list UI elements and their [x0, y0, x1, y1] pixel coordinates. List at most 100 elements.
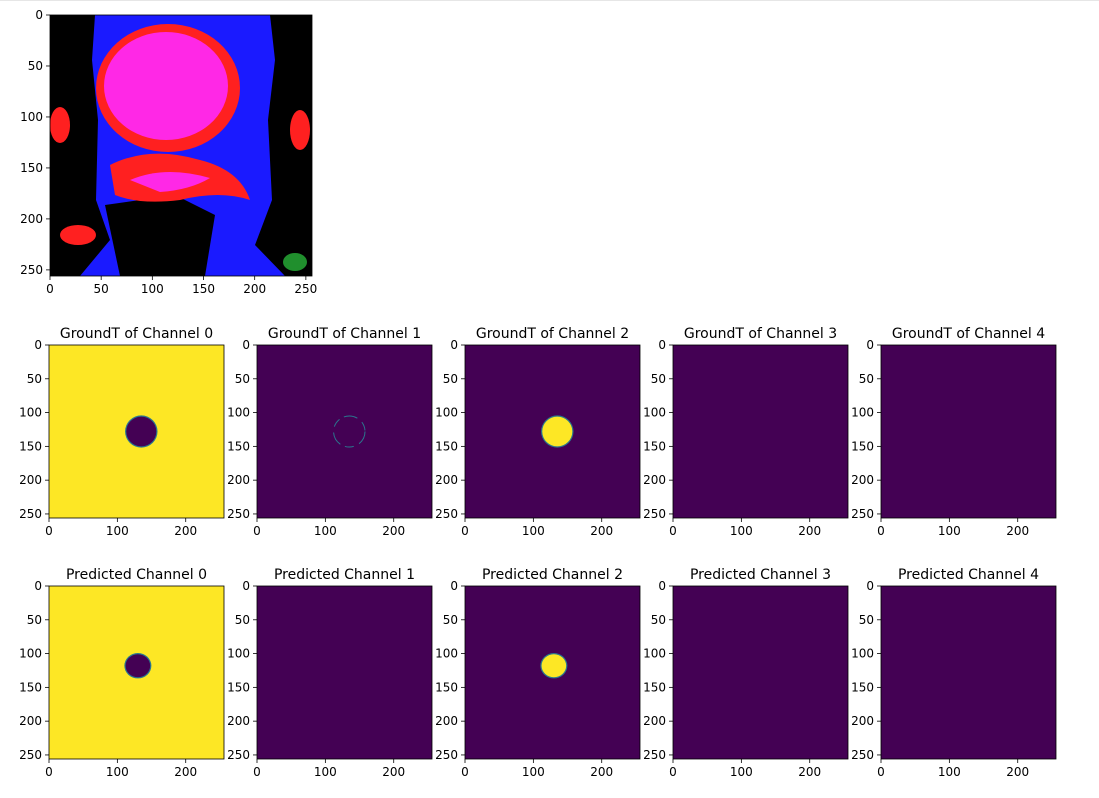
- segmentation-blob: [541, 654, 567, 678]
- y-tick-label: 200: [643, 714, 666, 728]
- y-tick-label: 0: [658, 579, 666, 593]
- panel-predicted-channel-2: 0 100 200 0 50 100 150 200 250 Predicted Channel …: [435, 567, 641, 779]
- scan-pixels: [50, 15, 312, 276]
- x-tick-label: 0: [45, 765, 53, 779]
- panel-predicted-channel-1: 0 100 200 0 50 100 150 200 250 Predicted Channel …: [227, 567, 433, 779]
- scan-left-dark: [50, 15, 110, 276]
- heatmap-background: [673, 345, 848, 518]
- x-tick-label: 200: [798, 524, 821, 538]
- scan-red-spot-right: [290, 110, 310, 150]
- scan-magenta-core: [104, 32, 228, 140]
- heatmap-pixels: [673, 345, 848, 518]
- y-tick-label: 200: [435, 473, 458, 487]
- x-tick-label: 0: [877, 524, 885, 538]
- heatmap-pixels: [49, 586, 224, 759]
- heatmap-background: [257, 586, 432, 759]
- y-tick-label: 250: [435, 507, 458, 521]
- heatmap-background: [881, 345, 1056, 518]
- heatmap-background: [673, 586, 848, 759]
- panel-title: Predicted Channel 2: [482, 567, 623, 583]
- x-tick-label: 100: [106, 765, 129, 779]
- panel-predicted-channel-3: 0 100 200 0 50 100 150 200 250 Predicted Channel …: [643, 567, 849, 779]
- y-tick-label: 100: [851, 647, 874, 661]
- y-tick-label: 150: [643, 439, 666, 453]
- y-tick-label: 0: [450, 338, 458, 352]
- panel-title: GroundT of Channel 0: [60, 326, 213, 342]
- heatmap-pixels: [257, 586, 432, 759]
- x-tick-label: 200: [1006, 765, 1029, 779]
- y-tick-label: 0: [35, 8, 43, 22]
- axes-frame: [464, 344, 641, 519]
- scan-green-spot: [283, 253, 307, 271]
- y-tick-label: 50: [859, 613, 874, 627]
- y-tick-label: 50: [651, 372, 666, 386]
- panel-title: Predicted Channel 4: [898, 567, 1039, 583]
- scan-red-spot-lower-left: [60, 225, 96, 245]
- y-tick-label: 250: [19, 507, 42, 521]
- y-tick-label: 200: [20, 212, 43, 226]
- y-tick-label: 50: [443, 613, 458, 627]
- y-tick-label: 0: [866, 338, 874, 352]
- panel-groundtruth-channel-4: 0 100 200 0 50 100 150 200 250 GroundT of Channel…: [851, 326, 1057, 538]
- x-tick-label: 200: [174, 765, 197, 779]
- x-tick-label: 200: [382, 765, 405, 779]
- x-tick-label: 0: [46, 282, 54, 296]
- x-tick-label: 100: [730, 765, 753, 779]
- y-tick-label: 200: [19, 714, 42, 728]
- y-tick-label: 50: [27, 372, 42, 386]
- scan-magenta-tissue: [130, 171, 210, 192]
- x-tick-label: 250: [294, 282, 317, 296]
- y-tick-label: 150: [435, 439, 458, 453]
- x-tick-label: 100: [522, 524, 545, 538]
- x-tick-label: 0: [669, 524, 677, 538]
- axes-frame: [49, 14, 313, 277]
- panel-groundtruth-channel-0: 0 100 200 0 50 100 150 200 250 GroundT of Channel…: [19, 326, 225, 538]
- y-tick-label: 50: [651, 613, 666, 627]
- y-tick-label: 150: [227, 680, 250, 694]
- heatmap-pixels: [49, 345, 224, 518]
- y-tick-label: 50: [28, 59, 43, 73]
- segmentation-blob: [125, 654, 151, 678]
- y-tick-label: 150: [851, 439, 874, 453]
- y-tick-label: 150: [20, 161, 43, 175]
- scan-right-dark: [255, 15, 312, 276]
- x-tick-label: 150: [192, 282, 215, 296]
- x-tick-label: 200: [798, 765, 821, 779]
- y-tick-label: 150: [19, 680, 42, 694]
- y-tick-label: 50: [443, 372, 458, 386]
- y-tick-label: 150: [851, 680, 874, 694]
- axes-frame: [48, 344, 225, 519]
- x-tick-label: 100: [314, 765, 337, 779]
- y-tick-label: 100: [851, 406, 874, 420]
- y-tick-label: 100: [19, 406, 42, 420]
- y-tick-label: 50: [27, 613, 42, 627]
- axes-frame: [48, 585, 225, 760]
- panel-groundtruth-channel-2: 0 100 200 0 50 100 150 200 250 GroundT of Channel…: [435, 326, 641, 538]
- y-tick-label: 0: [34, 579, 42, 593]
- y-tick-label: 250: [19, 748, 42, 762]
- axes-frame: [256, 344, 433, 519]
- x-tick-label: 0: [877, 765, 885, 779]
- heatmap-pixels: [465, 345, 640, 518]
- x-tick-label: 200: [243, 282, 266, 296]
- x-tick-label: 100: [314, 524, 337, 538]
- x-tick-label: 100: [938, 765, 961, 779]
- panel-title: GroundT of Channel 3: [684, 326, 837, 342]
- y-tick-label: 200: [851, 714, 874, 728]
- y-tick-label: 0: [866, 579, 874, 593]
- x-tick-label: 200: [382, 524, 405, 538]
- y-tick-label: 200: [227, 473, 250, 487]
- y-tick-label: 100: [19, 647, 42, 661]
- x-tick-label: 0: [45, 524, 53, 538]
- axes-frame: [672, 344, 849, 519]
- x-tick-label: 0: [461, 524, 469, 538]
- y-tick-label: 100: [643, 647, 666, 661]
- y-tick-label: 0: [34, 338, 42, 352]
- x-tick-label: 0: [253, 524, 261, 538]
- heatmap-background: [881, 586, 1056, 759]
- y-tick-label: 250: [643, 507, 666, 521]
- x-tick-label: 100: [141, 282, 164, 296]
- panel-predicted-channel-0: 0 100 200 0 50 100 150 200 250 Predicted Channel …: [19, 567, 225, 779]
- x-tick-label: 200: [174, 524, 197, 538]
- axes-frame: [464, 585, 641, 760]
